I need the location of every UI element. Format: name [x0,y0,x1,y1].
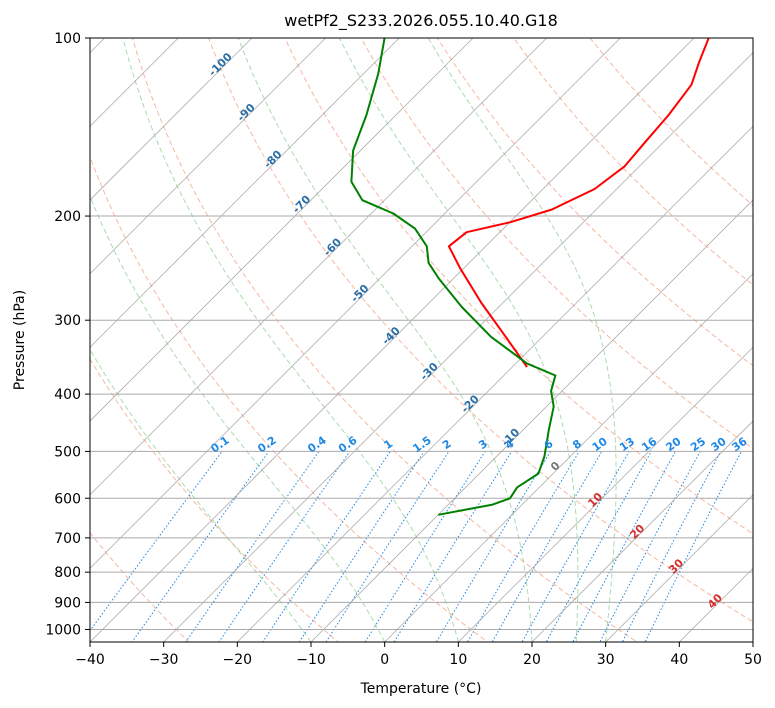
isotherm-line [90,38,474,422]
isotherm-line [679,567,753,642]
moist-adiabat [90,348,312,642]
mixing-ratio-line [435,451,552,642]
mixing-ratio-line [621,451,722,642]
moist-adiabat [122,38,459,642]
y-tick-label: 400 [54,387,81,403]
mixing-ratio-label: 0.2 [255,434,278,456]
mixing-ratio-label: 0.1 [208,434,231,456]
mixing-ratio-label: 6 [542,437,556,452]
temperature-label: 40 [705,591,725,611]
grid-layer [90,38,753,642]
y-tick-label: 100 [54,31,81,47]
isotherm-line [310,199,753,642]
isotherm-line [458,346,753,642]
dry-adiabat [436,38,753,367]
x-ticks: −40 −30 −20 −10 0 10 20 30 40 50 [75,642,762,668]
temperature-label: -40 [380,324,403,347]
mixing-ratio-line [185,451,320,642]
dry-adiabat [208,38,753,623]
series-line-1 [447,38,710,368]
mixing-ratio-line [599,451,701,642]
mixing-ratio-label: 0.4 [305,433,329,455]
moist-adiabat [237,38,533,642]
moist-adiabat [90,194,386,642]
temperature-label: 10 [585,490,605,510]
moist-adiabat [427,38,617,642]
x-tick-label: 40 [670,652,688,668]
mixing-ratio-line [466,451,580,642]
temperature-label: -70 [290,193,313,216]
y-tick-label: 800 [54,565,81,581]
isotherm-line [384,273,753,642]
mixing-ratio-line [325,451,450,642]
isotherm-line [163,52,753,642]
mixing-ratio-line [393,451,513,642]
series-line-2 [350,38,557,516]
mixing-ratio-line [644,451,742,642]
y-tick-label: 900 [54,595,81,611]
y-tick-label: 200 [54,209,81,225]
mixing-ratio-line [545,451,652,642]
isotherm-line [237,125,753,642]
x-tick-label: 50 [744,652,762,668]
isotherm-line [90,38,326,275]
temperature-label: -100 [206,50,235,79]
y-tick-label: 300 [54,313,81,329]
x-tick-label: −10 [296,652,326,668]
dry-adiabat [90,155,489,642]
y-tick-label: 600 [54,491,81,507]
y-tick-label: 700 [54,531,81,547]
isotherm-line [90,38,547,496]
mixing-ratio-line [262,451,391,642]
dry-adiabat [284,38,753,535]
y-axis-label: Pressure (hPa) [12,290,28,390]
y-tick-label: 500 [54,444,81,460]
x-tick-label: 20 [523,652,541,668]
isotherm-line [90,38,400,348]
mixing-ratio-label: 2 [440,437,454,452]
dry-adiabat [90,358,340,642]
y-ticks: 100 200 300 400 500 600 700 800 900 1000 [45,31,90,638]
y-tick-label: 1000 [45,622,81,638]
temperature-label: 20 [627,521,647,541]
temperature-label: -80 [261,148,284,171]
dry-adiabat [131,38,638,642]
chart-title: wetPf2_S233.2026.055.10.40.G18 [284,11,558,31]
x-tick-label: 0 [380,652,389,668]
dry-adiabat [90,531,190,642]
temperature-label: 30 [666,556,686,576]
plot-frame [89,37,754,643]
x-tick-label: −40 [75,652,105,668]
isotherm-line [605,494,753,642]
x-tick-label: 10 [449,652,467,668]
temperature-label: -90 [235,101,258,124]
dry-adiabat [360,38,753,450]
temperature-label: -60 [321,235,344,258]
x-axis-label: Temperature (°C) [360,681,482,697]
x-tick-label: −20 [223,652,253,668]
temperature-label: -20 [459,392,482,415]
x-tick-label: −30 [149,652,179,668]
mixing-ratio-line [90,451,223,632]
isotherm-line [90,38,695,642]
isotherm-line [90,38,621,569]
x-tick-label: 30 [597,652,615,668]
moist-adiabat [339,38,579,642]
overlay-labels-layer: 0.1 0.2 0.4 0.6 1 1.5 2 3 4 6 8 10 13 16 20 25 30 36-100-… [206,50,750,611]
mixing-ratio-label: 0.6 [336,433,360,455]
isotherm-line [531,420,753,642]
isotherm-line [90,38,253,201]
isotherm-line [752,641,753,642]
mixing-ratio-line [298,451,425,642]
mixing-ratio-label: 1.5 [410,434,433,456]
dry-adiabat [513,38,753,286]
series-layer [350,38,710,516]
temperature-label: -10 [499,426,522,449]
